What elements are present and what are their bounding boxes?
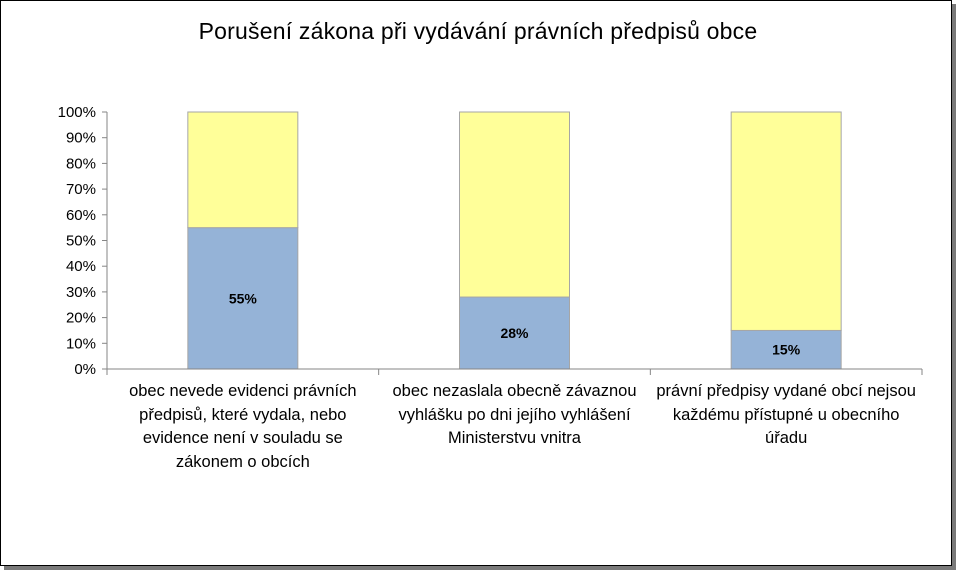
y-tick-label: 20% <box>66 310 96 327</box>
y-tick-label: 30% <box>66 284 96 301</box>
y-tick-label: 80% <box>66 155 96 172</box>
y-tick-label: 40% <box>66 258 96 275</box>
category-label-1: obec nevede evidenci právních předpisů, … <box>129 382 357 471</box>
bar-segment-2-3 <box>730 111 842 331</box>
y-tick-label: 100% <box>58 104 96 121</box>
y-tick-label: 70% <box>66 181 96 198</box>
y-tick-label: 10% <box>66 335 96 352</box>
bar-segment-2-2 <box>459 111 570 298</box>
data-label-1: 55% <box>229 290 258 306</box>
bar-segment-1-2 <box>459 296 570 370</box>
data-label-2: 28% <box>500 325 529 341</box>
y-tick-label: 50% <box>66 233 96 250</box>
y-tick-label: 90% <box>66 130 96 147</box>
y-tick-label: 60% <box>66 207 96 224</box>
bar-segment-2-1 <box>187 111 299 229</box>
chart-title: Porušení zákona při vydávání právních př… <box>198 18 758 44</box>
y-tick-label: 0% <box>74 361 96 378</box>
data-label-3: 15% <box>772 342 801 358</box>
category-label-2: obec nezaslala obecně závaznou vyhlášku … <box>392 382 637 447</box>
category-label-3: právní předpisy vydané obcí nejsou každé… <box>656 382 916 447</box>
